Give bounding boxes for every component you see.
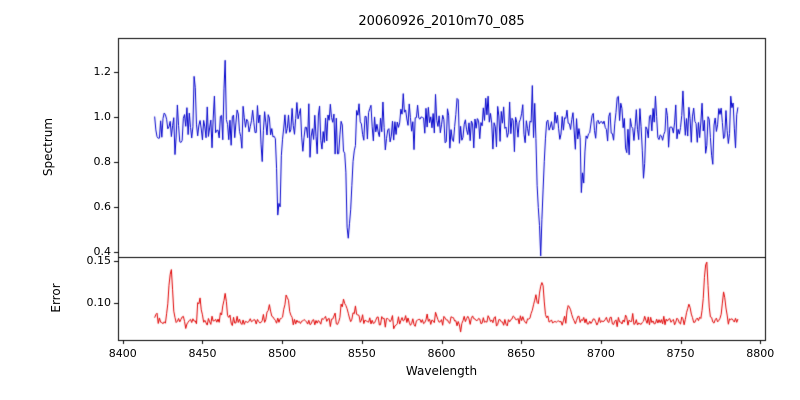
y-axis-label-error: Error <box>49 283 63 313</box>
y-axis-label-spectrum: Spectrum <box>41 117 55 177</box>
y-tick-label: 0.4 <box>93 245 112 259</box>
x-tick-label: 8550 <box>347 347 376 360</box>
x-tick-label: 8400 <box>108 347 137 360</box>
y-tick-label: 1.2 <box>93 64 112 78</box>
y-tick-label: 0.15 <box>86 254 112 268</box>
x-tick-label: 8450 <box>188 347 217 360</box>
y-tick-label: 1.0 <box>93 110 112 124</box>
x-tick-label: 8750 <box>666 347 695 360</box>
x-tick-label: 8600 <box>427 347 456 360</box>
x-tick-label: 8650 <box>507 347 536 360</box>
chart-title: 20060926_2010m70_085 <box>358 14 525 29</box>
x-tick-label: 8700 <box>586 347 615 360</box>
y-tick-label: 0.6 <box>93 200 112 214</box>
x-tick-label: 8800 <box>746 347 775 360</box>
y-tick-label: 0.10 <box>86 295 112 309</box>
x-tick-label: 8500 <box>268 347 297 360</box>
x-axis-label: Wavelength <box>405 364 478 378</box>
y-tick-label: 0.8 <box>93 155 112 169</box>
